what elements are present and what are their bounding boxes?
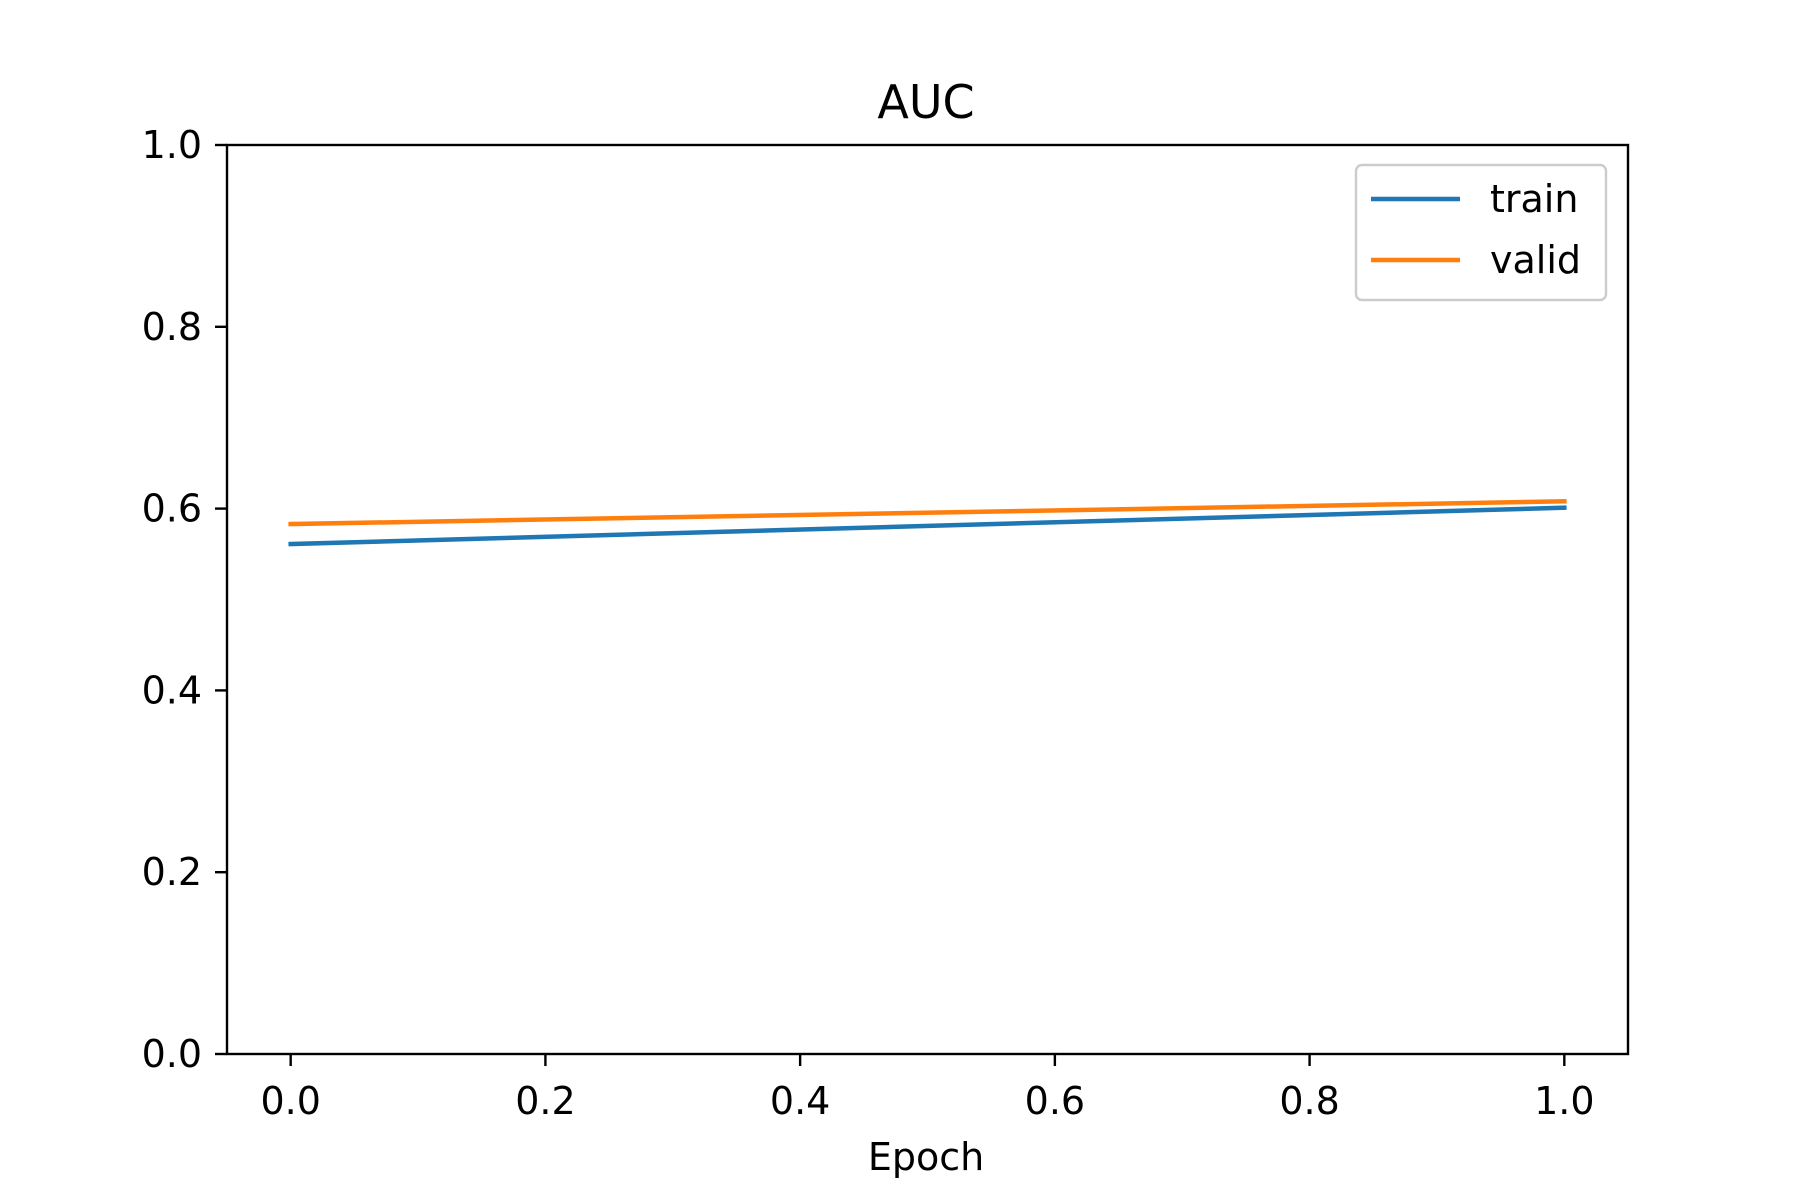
y-axis-ticks: 0.0 0.2 0.4 0.6 0.8 1.0 (142, 123, 227, 1076)
x-tick-label: 0.0 (260, 1079, 320, 1123)
series-line-train (288, 505, 1567, 547)
y-tick-label: 1.0 (142, 123, 202, 167)
y-tick-label: 0.4 (142, 668, 202, 712)
y-tick-label: 0.0 (142, 1032, 202, 1076)
series-line-valid (288, 499, 1567, 527)
x-axis-ticks: 0.0 0.2 0.4 0.6 0.8 1.0 (260, 1054, 1595, 1123)
plot-frame (225, 143, 1630, 1056)
x-tick-label: 0.2 (515, 1079, 575, 1123)
legend: train valid (1354, 163, 1608, 302)
y-tick-label: 0.2 (142, 850, 202, 894)
legend-label-valid: valid (1490, 238, 1581, 282)
x-tick-label: 0.4 (770, 1079, 830, 1123)
x-tick-label: 1.0 (1534, 1079, 1594, 1123)
series-lines (288, 499, 1567, 547)
legend-label-train: train (1490, 177, 1578, 221)
y-tick-label: 0.6 (142, 487, 202, 531)
x-tick-label: 0.6 (1025, 1079, 1085, 1123)
y-tick-label: 0.8 (142, 305, 202, 349)
x-tick-label: 0.8 (1279, 1079, 1339, 1123)
x-axis-title: Epoch (868, 1135, 984, 1179)
chart-title: AUC (877, 75, 974, 129)
